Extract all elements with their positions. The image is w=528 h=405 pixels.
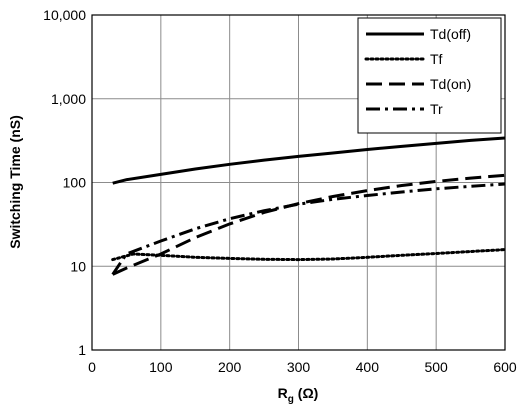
y-tick-label: 1,000 [51,91,86,107]
tick-labels: 0 100 200 300 400 500 600 1 10 100 1,000 10,000 [43,7,517,375]
x-axis-title-subscript: g [288,394,294,405]
series-line-td-off [112,136,506,185]
x-tick-label: 0 [88,359,96,375]
x-axis-title-main: R [278,385,288,401]
legend-label-tf: Tf [430,51,443,67]
legend-label-td-on: Td(on) [430,76,471,92]
x-tick-label: 400 [356,359,380,375]
x-axis-title: Rg (Ω) [278,385,319,405]
legend-box [357,17,502,134]
plot-area-frame [91,14,506,351]
y-tick-label: 10 [70,258,86,274]
x-tick-label: 300 [287,359,311,375]
x-tick-label: 600 [493,359,517,375]
y-tick-label: 1 [78,342,86,358]
x-tick-label: 500 [424,359,448,375]
legend: Td(off) Tf Td(on) Tr [357,17,502,134]
legend-label-tr: Tr [430,101,443,117]
series-line-td-on [112,173,506,276]
series-line-tr [111,182,506,276]
series-line-tf [111,248,507,262]
legend-label-td-off: Td(off) [430,26,471,42]
y-axis-title: Switching Time (nS) [7,115,23,249]
y-tick-label: 100 [63,175,87,191]
series-lines [111,136,507,276]
x-axis-title-unit: (Ω) [294,385,318,401]
y-tick-label: 10,000 [43,7,86,23]
x-tick-label: 200 [218,359,242,375]
x-tick-label: 100 [149,359,173,375]
